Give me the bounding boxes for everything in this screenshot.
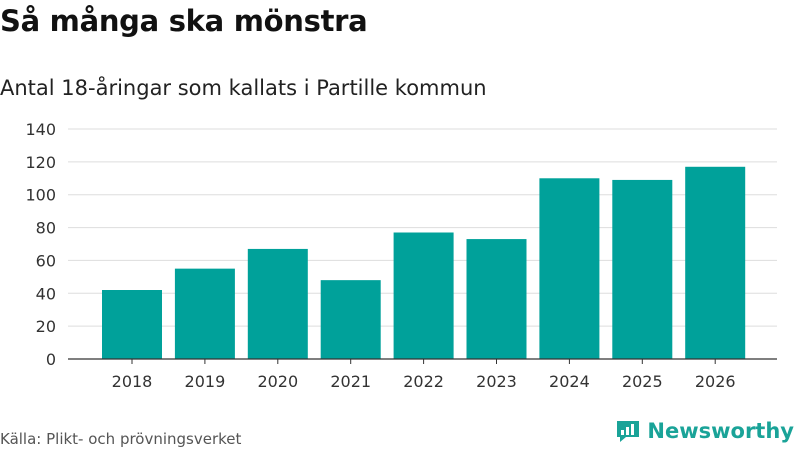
x-tick-label-2020: 2020 (257, 372, 298, 391)
x-tick-label-2026: 2026 (695, 372, 736, 391)
brand-name: Newsworthy (647, 419, 794, 443)
y-tick-label-80: 80 (36, 219, 56, 238)
bar-2019 (174, 268, 235, 359)
x-tick-label-2019: 2019 (185, 372, 226, 391)
x-tick-label-2022: 2022 (403, 372, 444, 391)
y-tick-label-100: 100 (25, 186, 56, 205)
y-tick-label-40: 40 (36, 284, 56, 303)
x-tick-label-2025: 2025 (622, 372, 663, 391)
source-note: Källa: Plikt- och prövningsverket (0, 430, 242, 448)
bar-2022 (393, 232, 454, 359)
x-tick-label-2021: 2021 (330, 372, 371, 391)
y-tick-label-120: 120 (25, 153, 56, 172)
x-tick-label-2023: 2023 (476, 372, 517, 391)
bar-chart: 0 20 40 60 80 100 120 140 2018 2019 2020 2021 2022 20… (25, 120, 777, 391)
x-tick-label-2018: 2018 (112, 372, 153, 391)
bar-2018 (102, 290, 162, 359)
bar-2026 (685, 166, 746, 359)
chart-title: Så många ska mönstra (0, 4, 368, 38)
chart-subtitle: Antal 18-åringar som kallats i Partille … (0, 76, 487, 100)
bar-2024 (539, 178, 600, 359)
bar-2025 (612, 179, 673, 359)
y-tick-label-60: 60 (36, 251, 56, 270)
brand-logo: Newsworthy (615, 418, 794, 444)
y-tick-label-140: 140 (25, 120, 56, 139)
y-tick-label-0: 0 (46, 350, 56, 369)
bar-2023 (466, 239, 527, 359)
bar-2021 (320, 280, 381, 359)
y-tick-label-20: 20 (36, 317, 56, 336)
x-tick-label-2024: 2024 (549, 372, 590, 391)
newsworthy-logo-icon (617, 421, 640, 442)
bar-2020 (247, 248, 308, 359)
